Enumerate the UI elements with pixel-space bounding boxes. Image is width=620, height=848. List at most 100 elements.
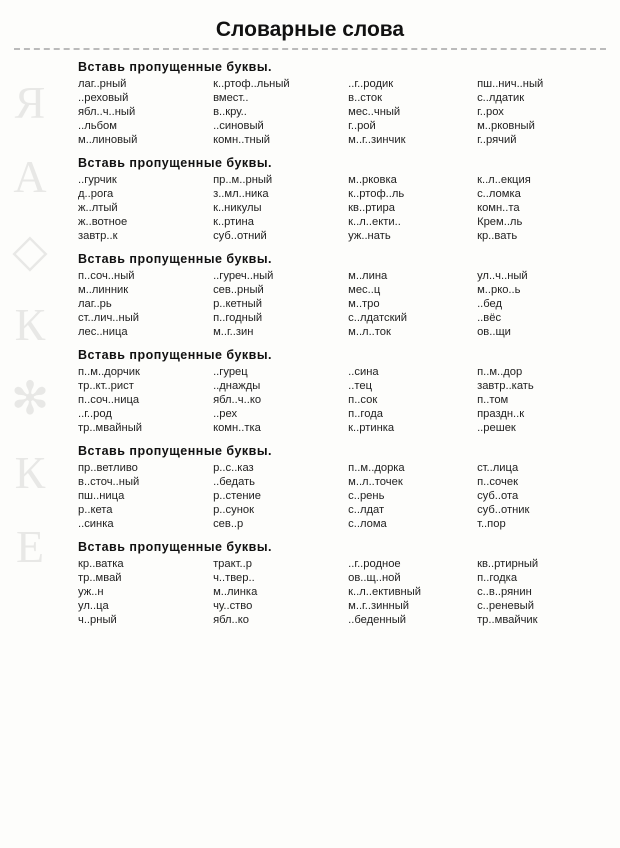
word-cell: ябл..ко — [213, 614, 342, 626]
word-cell: т..пор — [477, 518, 600, 530]
word-cell: р..кета — [78, 504, 207, 516]
word-cell: ч..рный — [78, 614, 207, 626]
word-cell: к..л..екция — [477, 174, 600, 186]
word-cell: к..ртоф..льный — [213, 78, 342, 90]
exercise-section: Вставь пропущенные буквы. п..м..дорчик .… — [78, 348, 600, 434]
exercise-section: Вставь пропущенные буквы. кр..ватка трак… — [78, 540, 600, 626]
word-cell: п..том — [477, 394, 600, 406]
word-cell: ст..лица — [477, 462, 600, 474]
word-cell: р..кетный — [213, 298, 342, 310]
word-cell: ябл..ч..ко — [213, 394, 342, 406]
word-cell: ..синка — [78, 518, 207, 530]
word-cell: м..г..зин — [213, 326, 342, 338]
word-cell: сев..рный — [213, 284, 342, 296]
section-heading: Вставь пропущенные буквы. — [78, 60, 600, 74]
word-cell: пш..нич..ный — [477, 78, 600, 90]
word-cell: кр..ватка — [78, 558, 207, 570]
word-cell: к..ртина — [213, 216, 342, 228]
word-cell: м..л..точек — [348, 476, 471, 488]
exercise-section: Вставь пропущенные буквы. пр..ветливо р.… — [78, 444, 600, 530]
word-cell: с..в..рянин — [477, 586, 600, 598]
word-cell: ..сина — [348, 366, 471, 378]
word-cell: с..рень — [348, 490, 471, 502]
word-cell: м..рковка — [348, 174, 471, 186]
word-cell: пш..ница — [78, 490, 207, 502]
word-cell: г..рячий — [477, 134, 600, 146]
word-cell: ..бед — [477, 298, 600, 310]
word-cell: п..сочек — [477, 476, 600, 488]
word-cell: лес..ница — [78, 326, 207, 338]
word-cell: ..вёс — [477, 312, 600, 324]
word-cell: лаг..рный — [78, 78, 207, 90]
word-cell: тр..мвай — [78, 572, 207, 584]
word-cell: з..мл..ника — [213, 188, 342, 200]
word-cell: м..г..зинчик — [348, 134, 471, 146]
word-cell: р..сунок — [213, 504, 342, 516]
word-cell: с..лдатик — [477, 92, 600, 104]
word-cell: ..г..родик — [348, 78, 471, 90]
word-cell: ул..ца — [78, 600, 207, 612]
word-grid: п..м..дорчик ..гурец ..сина п..м..дор тр… — [78, 366, 600, 434]
word-cell: уж..нать — [348, 230, 471, 242]
word-cell: мес..ц — [348, 284, 471, 296]
word-cell: ..рех — [213, 408, 342, 420]
word-cell: г..рох — [477, 106, 600, 118]
word-cell: г..рой — [348, 120, 471, 132]
word-grid: кр..ватка тракт..р ..г..родное кв..ртирн… — [78, 558, 600, 626]
word-cell: лаг..рь — [78, 298, 207, 310]
word-cell: с..ломка — [477, 188, 600, 200]
word-cell: комн..тка — [213, 422, 342, 434]
section-heading: Вставь пропущенные буквы. — [78, 540, 600, 554]
word-cell: ..гуреч..ный — [213, 270, 342, 282]
word-cell: пр..м..рный — [213, 174, 342, 186]
word-cell: с..реневый — [477, 600, 600, 612]
word-cell: м..линка — [213, 586, 342, 598]
word-cell: праздн..к — [477, 408, 600, 420]
word-cell: м..рко..ь — [477, 284, 600, 296]
word-cell: с..лома — [348, 518, 471, 530]
word-cell: кр..вать — [477, 230, 600, 242]
word-cell: п..м..дор — [477, 366, 600, 378]
section-heading: Вставь пропущенные буквы. — [78, 156, 600, 170]
word-cell: п..годка — [477, 572, 600, 584]
section-heading: Вставь пропущенные буквы. — [78, 252, 600, 266]
word-cell: ..решек — [477, 422, 600, 434]
word-cell: ов..щ..ной — [348, 572, 471, 584]
word-cell: м..г..зинный — [348, 600, 471, 612]
word-cell: ..гурец — [213, 366, 342, 378]
word-cell: ..г..родное — [348, 558, 471, 570]
word-cell: д..рога — [78, 188, 207, 200]
word-cell: чу..ство — [213, 600, 342, 612]
word-cell: ул..ч..ный — [477, 270, 600, 282]
word-cell: п..сок — [348, 394, 471, 406]
section-heading: Вставь пропущенные буквы. — [78, 348, 600, 362]
content-area: Вставь пропущенные буквы. лаг..рный к..р… — [0, 60, 620, 626]
word-cell: в..сточ..ный — [78, 476, 207, 488]
word-cell: ..днажды — [213, 380, 342, 392]
word-cell: ..г..род — [78, 408, 207, 420]
word-cell: ..тец — [348, 380, 471, 392]
word-cell: к..ртинка — [348, 422, 471, 434]
word-cell: суб..отний — [213, 230, 342, 242]
exercise-section: Вставь пропущенные буквы. лаг..рный к..р… — [78, 60, 600, 146]
page-title: Словарные слова — [0, 0, 620, 48]
word-cell: м..тро — [348, 298, 471, 310]
word-cell: тракт..р — [213, 558, 342, 570]
word-cell: ст..лич..ный — [78, 312, 207, 324]
title-divider — [14, 48, 606, 50]
word-cell: комн..та — [477, 202, 600, 214]
word-cell: с..лдатский — [348, 312, 471, 324]
word-cell: ябл..ч..ный — [78, 106, 207, 118]
word-cell: пр..ветливо — [78, 462, 207, 474]
word-cell: ..синовый — [213, 120, 342, 132]
word-cell: вмест.. — [213, 92, 342, 104]
word-cell: кв..ртирный — [477, 558, 600, 570]
exercise-section: Вставь пропущенные буквы. ..гурчик пр..м… — [78, 156, 600, 242]
word-cell: к..ртоф..ль — [348, 188, 471, 200]
word-grid: лаг..рный к..ртоф..льный ..г..родик пш..… — [78, 78, 600, 146]
word-cell: п..года — [348, 408, 471, 420]
word-cell: м..рковный — [477, 120, 600, 132]
word-cell: в..кру.. — [213, 106, 342, 118]
word-cell: ж..вотное — [78, 216, 207, 228]
word-grid: ..гурчик пр..м..рный м..рковка к..л..екц… — [78, 174, 600, 242]
